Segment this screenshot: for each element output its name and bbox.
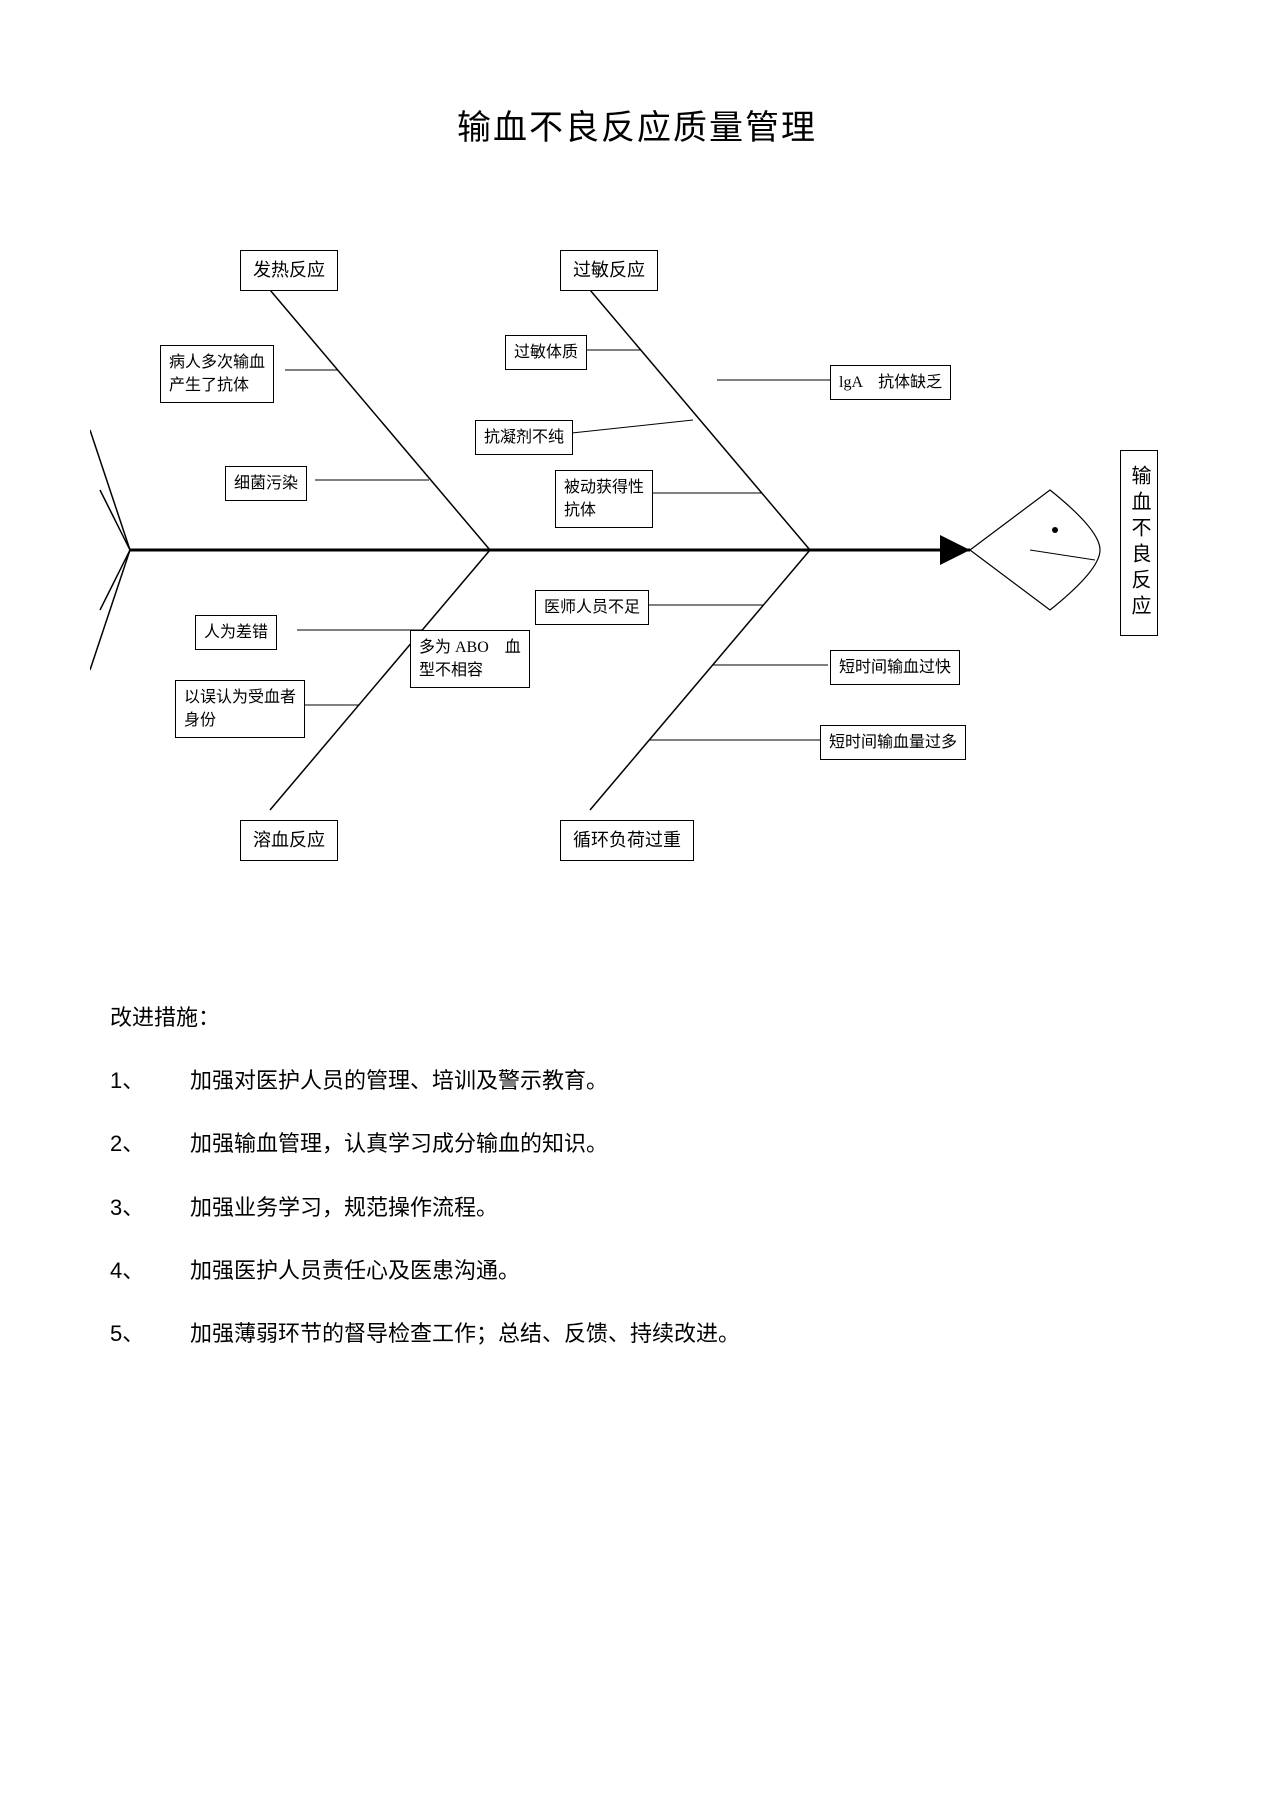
measure-text: 加强业务学习，规范操作流程。 [190, 1190, 498, 1225]
measure-number: 2、 [110, 1126, 190, 1161]
cause-box: 多为 ABO 血型不相容 [410, 630, 530, 688]
cause-box: 过敏体质 [505, 335, 587, 370]
measure-item: 5、加强薄弱环节的督导检查工作；总结、反馈、持续改进。 [110, 1316, 1154, 1351]
measure-text: 加强薄弱环节的督导检查工作；总结、反馈、持续改进。 [190, 1316, 740, 1351]
page: 输血不良反应质量管理 发热反应 过敏反应 溶血反应 循环负荷过重 输血不良反应 … [0, 0, 1274, 1804]
cause-box: 以误认为受血者身份 [175, 680, 305, 738]
cause-box: 短时间输血过快 [830, 650, 960, 685]
measure-item: 3、加强业务学习，规范操作流程。 [110, 1190, 1154, 1225]
measure-number: 1、 [110, 1063, 190, 1098]
measure-item: 2、加强输血管理，认真学习成分输血的知识。 [110, 1126, 1154, 1161]
measure-text: 加强对医护人员的管理、培训及警示教育。 [190, 1063, 608, 1098]
measure-item: 4、加强医护人员责任心及医患沟通。 [110, 1253, 1154, 1288]
measures-title: 改进措施： [110, 1000, 1154, 1035]
cause-box: 短时间输血量过多 [820, 725, 966, 760]
cause-box: 人为差错 [195, 615, 277, 650]
measure-number: 3、 [110, 1190, 190, 1225]
measure-text: 加强医护人员责任心及医患沟通。 [190, 1253, 520, 1288]
cause-box: 细菌污染 [225, 466, 307, 501]
cause-box: lgA 抗体缺乏 [830, 365, 951, 400]
measure-number: 5、 [110, 1316, 190, 1351]
fishbone-svg [90, 230, 1190, 870]
measures-section: 改进措施： 1、加强对医护人员的管理、培训及警示教育。2、加强输血管理，认真学习… [110, 1000, 1154, 1379]
cause-box: 病人多次输血产生了抗体 [160, 345, 274, 403]
effect-box: 输血不良反应 [1120, 450, 1158, 636]
category-fever: 发热反应 [240, 250, 338, 291]
measure-item: 1、加强对医护人员的管理、培训及警示教育。 [110, 1063, 1154, 1098]
measure-text: 加强输血管理，认真学习成分输血的知识。 [190, 1126, 608, 1161]
cause-box: 医师人员不足 [535, 590, 649, 625]
category-allergy: 过敏反应 [560, 250, 658, 291]
fishbone-diagram: 发热反应 过敏反应 溶血反应 循环负荷过重 输血不良反应 病人多次输血产生了抗体… [90, 230, 1190, 870]
category-hemolysis: 溶血反应 [240, 820, 338, 861]
cause-box: 被动获得性抗体 [555, 470, 653, 528]
cause-box: 抗凝剂不纯 [475, 420, 573, 455]
category-circulation: 循环负荷过重 [560, 820, 694, 861]
measure-number: 4、 [110, 1253, 190, 1288]
page-title: 输血不良反应质量管理 [0, 100, 1274, 149]
